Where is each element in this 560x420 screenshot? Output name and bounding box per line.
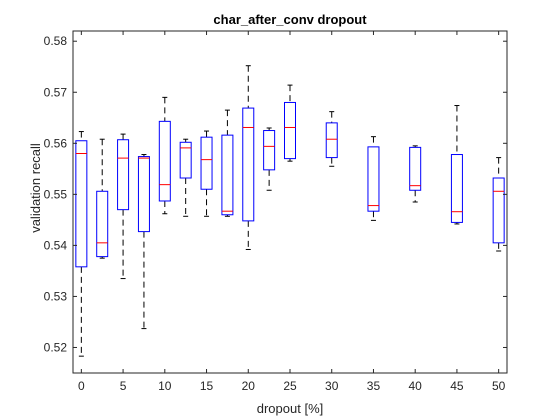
- x-tick-label: 25: [283, 379, 297, 393]
- box: [117, 139, 130, 211]
- y-tick-label: 0.58: [44, 34, 68, 48]
- chart-title: char_after_conv dropout: [213, 12, 367, 27]
- box-7: [221, 109, 234, 217]
- plot-marks: [75, 65, 505, 357]
- y-tick-label: 0.54: [44, 238, 68, 252]
- y-tick-label: 0.56: [44, 136, 68, 150]
- box-11: [325, 111, 338, 167]
- x-tick-label: 35: [367, 379, 381, 393]
- box: [200, 136, 213, 190]
- box-6: [200, 130, 213, 217]
- box: [450, 154, 463, 223]
- x-tick-label: 30: [325, 379, 339, 393]
- box: [284, 101, 296, 160]
- y-tick-label: 0.53: [44, 289, 68, 303]
- plot-frame: [72, 30, 508, 374]
- box-12: [367, 136, 380, 221]
- y-axis-label: validation recall: [28, 143, 43, 233]
- box: [325, 122, 338, 159]
- box-8: [242, 65, 255, 250]
- box-13: [409, 145, 422, 203]
- box-15: [492, 157, 505, 252]
- box-14: [450, 105, 463, 225]
- x-tick-label: 45: [450, 379, 464, 393]
- x-tick-label: 40: [409, 379, 423, 393]
- box: [242, 107, 255, 222]
- box-4: [158, 96, 171, 215]
- x-axis-label: dropout [%]: [257, 401, 324, 416]
- box-5: [179, 138, 192, 217]
- box-1: [96, 138, 109, 259]
- x-tick-label: 5: [120, 379, 127, 393]
- box-9: [263, 127, 276, 191]
- box: [409, 146, 422, 191]
- y-tick-label: 0.55: [44, 187, 68, 201]
- box-3: [137, 154, 150, 330]
- box: [492, 177, 505, 244]
- box-10: [284, 84, 296, 162]
- box: [137, 156, 150, 233]
- x-tick-label: 10: [158, 379, 172, 393]
- box: [75, 140, 88, 268]
- x-tick-label: 0: [78, 379, 85, 393]
- y-tick-label: 0.52: [44, 340, 68, 354]
- box-0: [75, 131, 88, 357]
- x-tick-label: 20: [242, 379, 256, 393]
- x-tick-label: 50: [492, 379, 506, 393]
- axis-ticks: 0 5 10 15 20 25 30 35 40 45 50 0.52 0.53 0.54 0.55 0.56…: [44, 31, 507, 393]
- y-tick-label: 0.57: [44, 85, 68, 99]
- box-2: [117, 133, 130, 280]
- box: [221, 134, 234, 216]
- x-tick-label: 15: [200, 379, 214, 393]
- box: [263, 130, 276, 171]
- box: [367, 146, 380, 212]
- box: [179, 141, 192, 179]
- box: [96, 190, 109, 258]
- box: [158, 120, 171, 202]
